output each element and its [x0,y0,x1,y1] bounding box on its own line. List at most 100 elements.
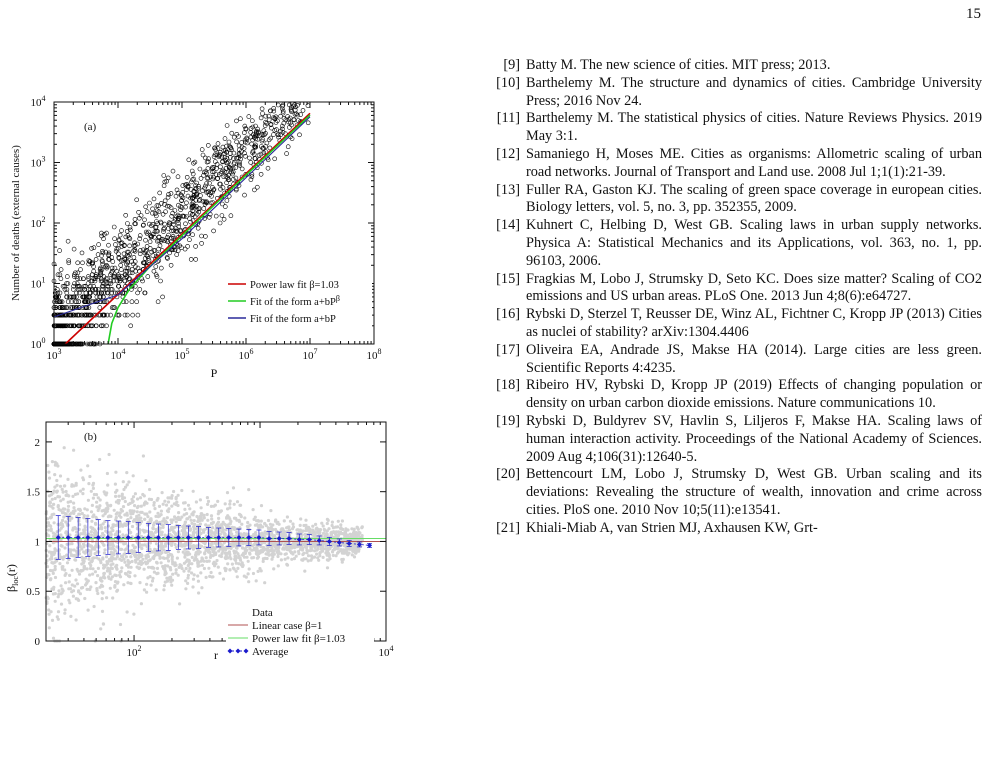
data-point [134,299,139,304]
data-point [236,152,242,158]
data-point [110,575,114,579]
data-point [190,521,194,525]
data-point [80,547,84,551]
y-tick-base: 10 [31,279,43,291]
reference-item: [17] Oliveira EA, Andrade JS, Makse HA (2… [486,342,982,378]
data-point [100,323,106,329]
data-point [142,290,148,296]
data-point [50,460,55,464]
data-point [197,166,203,172]
data-point [224,180,229,185]
data-point [239,166,245,172]
data-point [170,520,174,525]
data-point [130,524,135,529]
data-point [163,568,167,572]
data-point [236,161,242,167]
data-point [118,263,123,268]
data-point [154,219,159,224]
data-point [187,237,192,242]
data-point [75,276,80,281]
data-point [68,312,73,318]
data-point [275,118,280,124]
data-point [116,251,121,257]
data-point [106,242,111,248]
data-point [191,176,197,182]
data-point [72,323,77,329]
data-point [169,214,174,219]
data-point [284,552,288,556]
data-point [108,543,112,547]
data-point [340,560,344,564]
data-point [196,574,200,578]
data-point [92,276,98,281]
data-point [268,522,272,526]
data-point [115,511,119,515]
data-point [74,578,78,582]
data-point [202,185,207,191]
data-point [191,577,196,581]
data-point [105,276,110,281]
data-point [104,323,109,329]
data-point [69,294,75,300]
data-point [125,253,130,258]
data-point [168,263,174,268]
data-point [81,284,87,289]
data-point [129,259,134,264]
data-point [216,512,220,516]
data-point [331,553,335,557]
data-point [243,126,249,132]
x-tick-exp: 6 [250,347,254,356]
data-point [89,323,94,329]
data-point [233,175,239,181]
data-point [125,610,129,614]
data-point [200,586,204,590]
data-point [93,257,99,262]
data-point [293,550,297,554]
data-point [242,123,248,129]
data-point [69,299,74,304]
data-point [50,554,54,559]
data-point [90,503,94,507]
data-point [203,183,208,189]
data-point [113,242,118,247]
data-point [83,284,88,289]
data-point [254,579,258,583]
data-point [166,220,172,225]
data-point [143,204,148,210]
data-point [113,482,117,486]
data-point [56,299,62,304]
data-point [68,305,74,310]
data-point [123,234,129,240]
data-point [127,480,131,484]
data-point [73,584,77,588]
data-point [57,290,63,296]
data-point [223,204,228,209]
data-point [298,523,302,527]
data-point [104,281,109,286]
data-point [211,575,215,579]
data-point [139,504,143,508]
data-point [118,547,123,551]
data-point [88,284,93,289]
data-point [77,598,81,602]
data-point [180,566,184,571]
data-point [113,249,119,254]
data-point [126,235,132,241]
data-point [184,182,190,187]
data-point [86,608,90,612]
data-point [246,114,252,119]
data-point [236,151,242,156]
data-point [158,278,163,284]
data-point [170,168,176,174]
data-point [252,556,256,560]
data-point [264,140,270,146]
data-point [176,550,180,554]
data-point [104,265,109,271]
data-point [56,617,60,621]
data-point [224,123,230,128]
figure-a: 103 104 105 106 107 108 100 101 102 103 104 (a) P … [2,90,402,395]
data-point [199,241,204,246]
data-point [72,506,76,510]
data-point [193,186,198,191]
data-point [71,287,76,292]
